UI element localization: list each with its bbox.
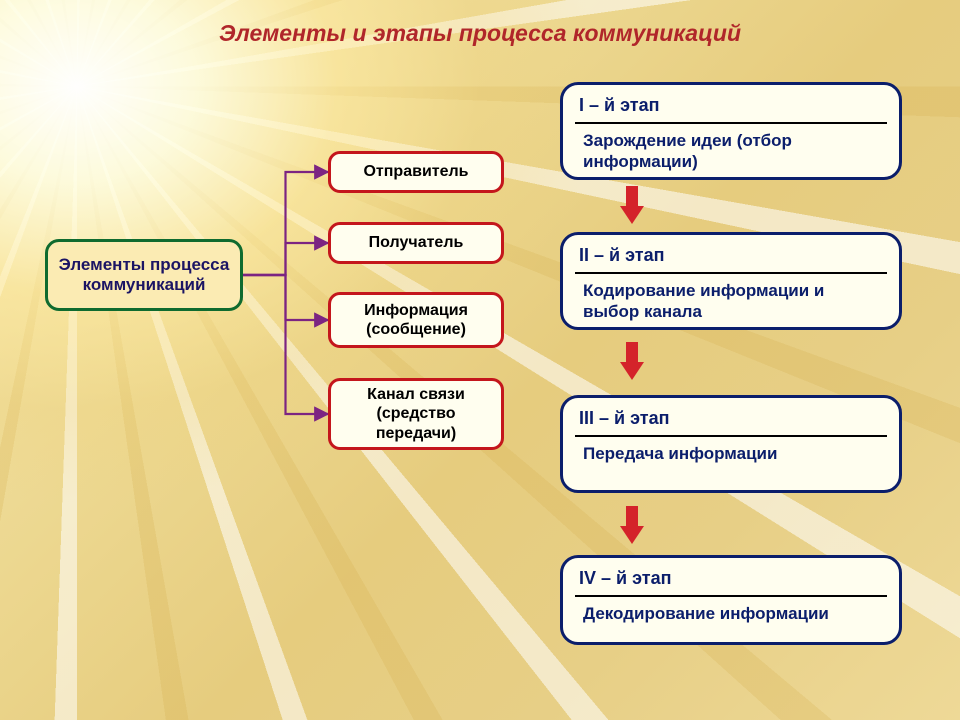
down-arrow-icon [620,186,644,224]
stage-head: IV – й этап [577,566,885,595]
stage-head: I – й этап [577,93,885,122]
down-arrow-icon [620,342,644,380]
root-elements-box: Элементы процесса коммуникаций [45,239,243,311]
element-label: Информация (сообщение) [341,301,491,339]
stage-head: III – й этап [577,406,885,435]
element-box: Получатель [328,222,504,264]
stage-panel: III – й этап Передача информации [560,395,902,493]
down-arrow-icon [620,506,644,544]
stage-body: Зарождение идеи (отбор информации) [577,130,885,173]
element-label: Канал связи (средство передачи) [341,385,491,443]
element-box: Канал связи (средство передачи) [328,378,504,450]
element-box: Отправитель [328,151,504,193]
stage-body: Передача информации [577,443,885,464]
stage-panel: I – й этап Зарождение идеи (отбор информ… [560,82,902,180]
stage-body: Кодирование информации и выбор канала [577,280,885,323]
stage-head: II – й этап [577,243,885,272]
element-label: Отправитель [363,162,468,181]
stage-panel: IV – й этап Декодирование информации [560,555,902,645]
stage-panel: II – й этап Кодирование информации и выб… [560,232,902,330]
page-title: Элементы и этапы процесса коммуникаций [0,20,960,47]
element-box: Информация (сообщение) [328,292,504,348]
root-elements-label: Элементы процесса коммуникаций [58,255,230,296]
stage-divider [575,435,887,437]
stage-divider [575,122,887,124]
stage-body: Декодирование информации [577,603,885,624]
stage-divider [575,595,887,597]
element-label: Получатель [369,233,464,252]
stage-divider [575,272,887,274]
